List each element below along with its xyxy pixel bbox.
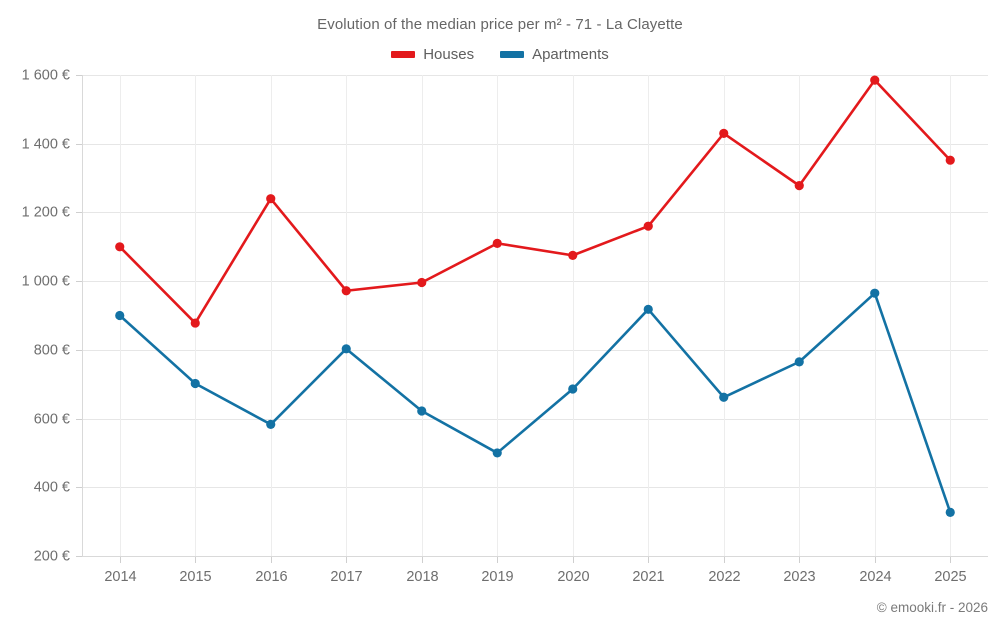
legend-item-apartments[interactable]: Apartments bbox=[500, 46, 609, 63]
legend-swatch-houses bbox=[391, 51, 416, 58]
data-point-houses-2019[interactable] bbox=[492, 238, 502, 248]
y-axis-label: 400 € bbox=[34, 479, 70, 495]
y-axis-label: 1 000 € bbox=[22, 273, 70, 289]
x-axis-label: 2017 bbox=[330, 569, 362, 585]
data-point-apartments-2015[interactable] bbox=[190, 378, 200, 389]
y-axis-label: 1 600 € bbox=[22, 67, 70, 83]
data-point-houses-2025[interactable] bbox=[945, 155, 955, 165]
series-line-houses bbox=[118, 78, 952, 325]
data-point-apartments-2014[interactable] bbox=[115, 310, 125, 321]
x-axis-label: 2020 bbox=[557, 569, 589, 585]
x-axis-label: 2023 bbox=[783, 569, 815, 585]
data-point-houses-2020[interactable] bbox=[568, 250, 578, 260]
y-axis-label: 200 € bbox=[34, 548, 70, 564]
x-axis-label: 2018 bbox=[406, 569, 438, 585]
data-point-apartments-2024[interactable] bbox=[870, 288, 880, 298]
data-point-houses-2018[interactable] bbox=[417, 277, 427, 288]
data-point-apartments-2018[interactable] bbox=[417, 406, 427, 416]
data-point-houses-2021[interactable] bbox=[643, 221, 653, 231]
y-axis-label: 600 € bbox=[34, 411, 70, 427]
x-axis-label: 2015 bbox=[179, 569, 211, 585]
data-point-apartments-2025[interactable] bbox=[945, 507, 955, 517]
x-axis-label: 2019 bbox=[481, 569, 513, 585]
y-axis-label: 800 € bbox=[34, 342, 70, 358]
data-point-apartments-2019[interactable] bbox=[492, 448, 502, 458]
data-point-apartments-2016[interactable] bbox=[266, 419, 276, 430]
data-point-apartments-2021[interactable] bbox=[643, 304, 653, 314]
x-axis-label: 2014 bbox=[104, 569, 136, 585]
data-point-apartments-2023[interactable] bbox=[794, 357, 804, 367]
chart-legend: Houses Apartments bbox=[0, 46, 1000, 63]
data-point-apartments-2020[interactable] bbox=[568, 384, 578, 394]
data-point-houses-2015[interactable] bbox=[190, 318, 200, 328]
x-axis-label: 2024 bbox=[859, 569, 891, 585]
legend-label-apartments: Apartments bbox=[532, 46, 609, 63]
x-axis-label: 2016 bbox=[255, 569, 287, 585]
data-point-houses-2014[interactable] bbox=[115, 242, 125, 252]
chart-title: Evolution of the median price per m² - 7… bbox=[317, 16, 683, 33]
data-point-houses-2017[interactable] bbox=[341, 286, 351, 296]
x-axis-label: 2021 bbox=[632, 569, 664, 585]
series-line-apartments bbox=[118, 291, 952, 514]
x-axis-label: 2025 bbox=[934, 569, 966, 585]
x-axis-label: 2022 bbox=[708, 569, 740, 585]
y-axis-label: 1 200 € bbox=[22, 204, 70, 220]
data-point-houses-2016[interactable] bbox=[266, 194, 276, 204]
copyright-credit: © emooki.fr - 2026 bbox=[876, 600, 988, 615]
data-point-houses-2022[interactable] bbox=[719, 128, 729, 139]
data-point-apartments-2017[interactable] bbox=[341, 344, 351, 354]
legend-label-houses: Houses bbox=[423, 46, 475, 63]
data-point-houses-2023[interactable] bbox=[794, 181, 804, 191]
y-axis-label: 1 400 € bbox=[22, 136, 70, 152]
legend-item-houses[interactable]: Houses bbox=[391, 46, 474, 63]
data-point-apartments-2022[interactable] bbox=[719, 392, 729, 402]
legend-swatch-apartments bbox=[500, 51, 525, 58]
data-point-houses-2024[interactable] bbox=[870, 75, 880, 85]
